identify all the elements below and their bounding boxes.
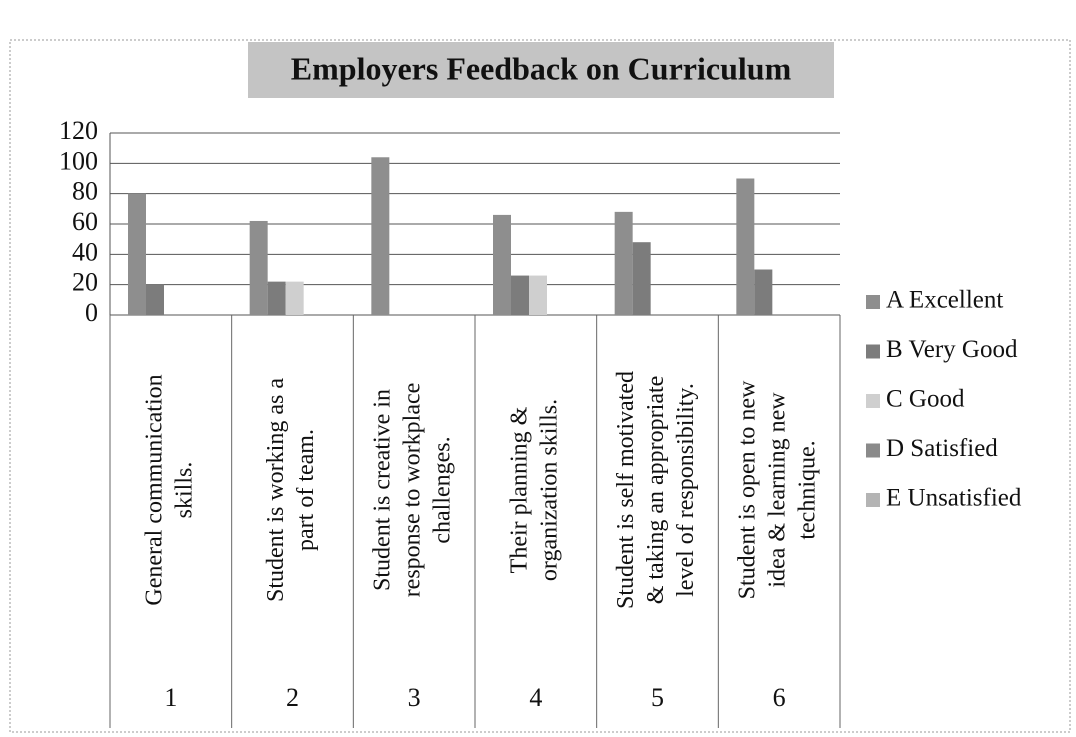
bar (285, 281, 304, 315)
category-description: technique. (795, 440, 821, 539)
x-tick-label: 6 (773, 683, 786, 712)
legend-swatch (866, 394, 880, 408)
chart-frame (9, 39, 1071, 733)
legend-label: A Excellent (886, 287, 1003, 314)
y-tick-label: 20 (72, 268, 98, 297)
x-tick-label: 4 (529, 683, 542, 712)
category-description: Student is working as a (263, 378, 289, 602)
category-description: part of team. (293, 429, 319, 551)
legend-swatch (866, 443, 880, 458)
x-tick-label: 1 (164, 683, 177, 712)
bar (493, 214, 511, 315)
y-tick-label: 60 (72, 207, 98, 236)
bar (128, 193, 146, 315)
category-description: challenges. (430, 436, 456, 543)
legend-label: B Very Good (886, 336, 1018, 363)
category-description: response to workplace (400, 383, 426, 598)
x-tick-label: 5 (651, 683, 664, 712)
category-description: Student is open to new (735, 380, 761, 599)
bar (614, 211, 633, 315)
bar (529, 275, 547, 315)
legend-label: C Good (886, 386, 965, 413)
category-description: Student is self motivated (613, 371, 639, 609)
bar (267, 281, 286, 315)
y-tick-label: 80 (72, 177, 98, 206)
category-description: General communication (141, 374, 167, 605)
y-tick-label: 100 (59, 146, 98, 175)
category-description: organization skills. (536, 399, 562, 581)
category-description: skills. (171, 462, 197, 519)
bar (371, 157, 390, 315)
x-tick-label: 3 (408, 683, 421, 712)
y-tick-label: 0 (85, 298, 98, 327)
legend-label: E Unsatisfied (886, 485, 1022, 512)
bar (632, 242, 651, 315)
bar (736, 178, 755, 315)
category-description: Their planning & (506, 406, 532, 573)
x-tick-label: 2 (286, 683, 299, 712)
bar (146, 284, 164, 315)
chart-title: Employers Feedback on Curriculum (291, 50, 792, 86)
y-tick-label: 120 (59, 116, 98, 145)
category-description: level of responsibility. (673, 383, 699, 597)
legend-swatch (866, 295, 880, 309)
bar (249, 220, 268, 315)
category-description: Student is creative in (370, 389, 396, 591)
y-tick-label: 40 (72, 237, 98, 266)
category-description: & taking an appropriate (643, 376, 669, 605)
bar (511, 275, 529, 315)
legend-swatch (866, 493, 880, 507)
bar (754, 269, 773, 315)
title-box (248, 42, 834, 98)
legend-swatch (866, 344, 880, 359)
category-description: idea & learning new (765, 392, 791, 588)
legend-label: D Satisfied (886, 435, 998, 462)
